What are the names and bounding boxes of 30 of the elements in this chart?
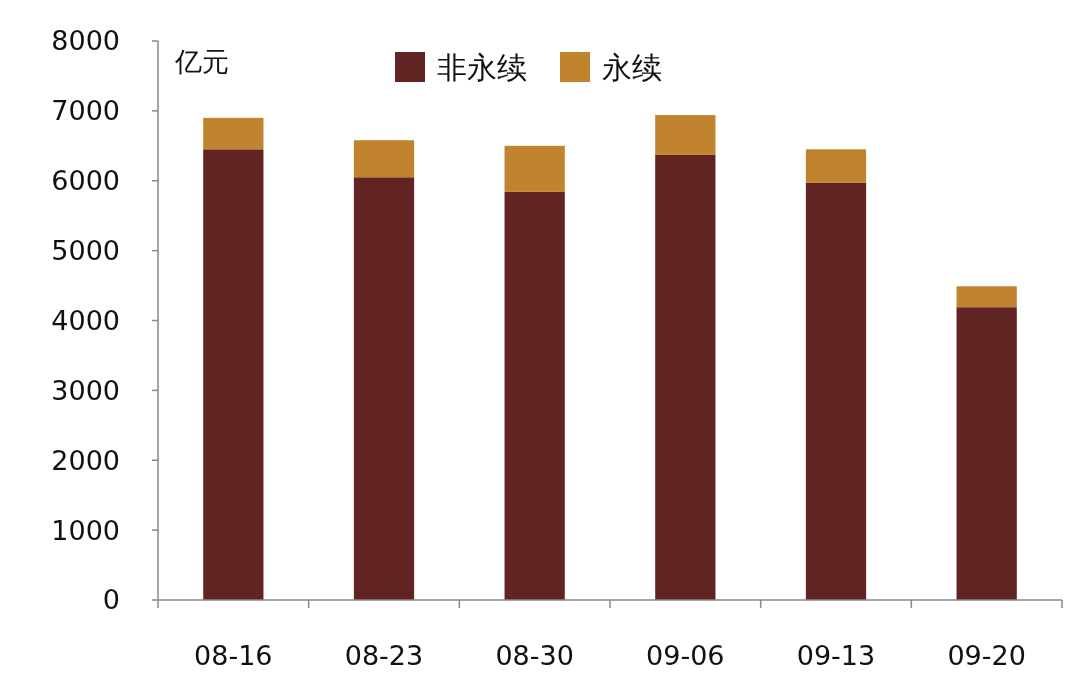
bar (956, 307, 1017, 600)
bar (504, 145, 565, 192)
y-axis-title: 亿元 (174, 46, 229, 78)
bar (655, 115, 716, 155)
x-tick-label: 09-06 (646, 640, 725, 672)
bar (655, 154, 716, 600)
y-tick-label: 5000 (51, 235, 120, 267)
bar (353, 177, 415, 600)
y-tick-label: 3000 (51, 374, 120, 406)
bar (805, 182, 867, 600)
y-tick-label: 7000 (51, 95, 120, 127)
x-tick-label: 09-13 (796, 640, 876, 672)
x-tick-label: 08-16 (194, 640, 273, 672)
y-tick-label: 1000 (51, 514, 120, 546)
legend-label: 永续 (602, 49, 662, 85)
y-tick-label: 8000 (51, 25, 120, 57)
bar (956, 286, 1017, 308)
bar (203, 117, 264, 150)
y-tick-label: 6000 (51, 165, 120, 197)
x-tick-label: 09-20 (947, 640, 1026, 672)
bar (805, 149, 867, 183)
x-tick-label: 08-30 (495, 640, 574, 672)
y-tick-label: 0 (102, 584, 120, 616)
bar (203, 149, 264, 600)
bar (504, 191, 565, 600)
bar (353, 140, 415, 178)
y-tick-label: 4000 (51, 304, 120, 336)
x-tick-label: 08-23 (344, 640, 424, 672)
legend-label: 非永续 (437, 49, 527, 85)
y-tick-label: 2000 (51, 444, 120, 476)
